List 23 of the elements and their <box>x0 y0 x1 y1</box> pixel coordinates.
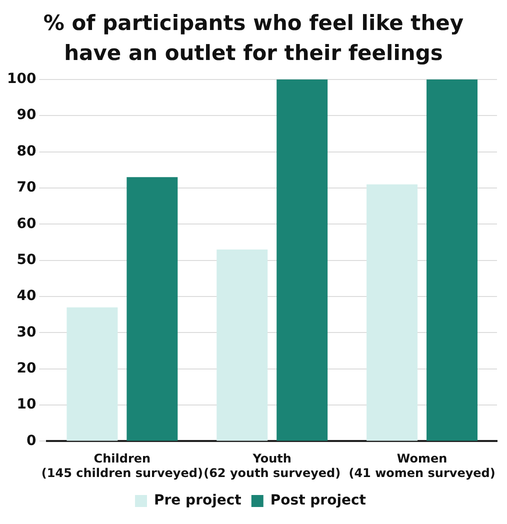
y-tick-label: 80 <box>16 143 36 160</box>
bar <box>126 177 178 441</box>
bar <box>216 249 268 441</box>
y-tick-label: 10 <box>16 396 36 413</box>
x-tick-label: Women (41 women surveyed) <box>348 452 496 480</box>
y-tick-label: 30 <box>16 324 36 340</box>
y-tick-label: 70 <box>16 180 36 196</box>
y-tick-label: 100 <box>6 71 36 88</box>
y-tick-label: 40 <box>16 288 36 304</box>
y-tick-label: 90 <box>16 107 36 124</box>
legend-label: Pre project <box>154 492 242 509</box>
y-tick-label: 50 <box>16 252 36 268</box>
x-tick-label: Children (145 children surveyed) <box>41 452 203 480</box>
x-tick-label: Youth (62 youth surveyed) <box>204 452 341 480</box>
bar <box>366 184 418 441</box>
bar <box>276 79 328 441</box>
chart-title: % of participants who feel like they have an outlet for their feelings <box>42 10 465 67</box>
bar <box>426 79 478 441</box>
y-tick-label: 20 <box>16 360 36 376</box>
bar <box>66 307 118 441</box>
y-tick-label: 0 <box>26 432 36 449</box>
legend-label: Post project <box>270 492 366 509</box>
y-tick-label: 60 <box>16 216 36 232</box>
